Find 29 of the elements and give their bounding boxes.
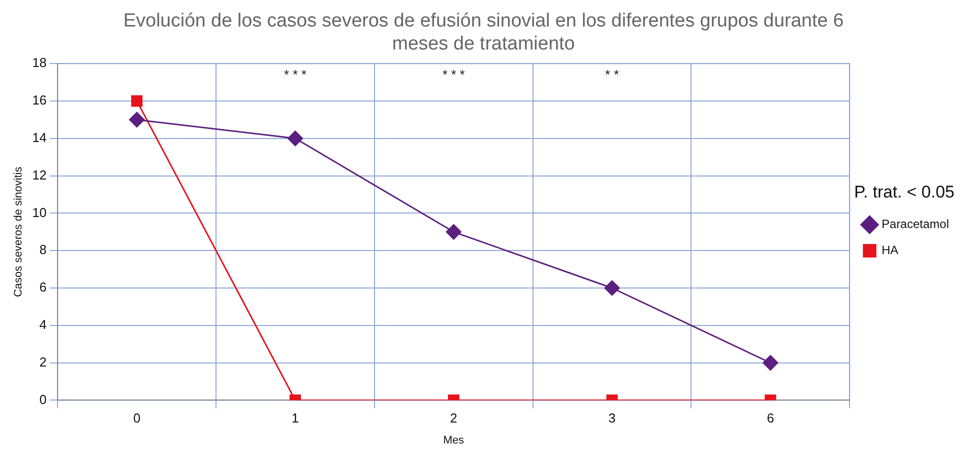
y-tick-label: 0	[39, 392, 47, 407]
y-tick-label: 2	[39, 354, 47, 370]
point	[288, 130, 304, 146]
annotation: * * *	[442, 67, 465, 82]
y-tick-label: 8	[39, 242, 47, 258]
point	[131, 95, 143, 107]
x-tick-label: 2	[450, 410, 458, 426]
legend-label: HA	[882, 243, 898, 258]
x-axis-title: Mes	[443, 434, 465, 446]
point	[446, 224, 462, 240]
x-tick-label: 3	[608, 410, 616, 426]
point	[129, 112, 145, 128]
legend-label: Paracetamol	[882, 217, 950, 232]
x-tick-label: 1	[292, 410, 299, 426]
x-tick-label: 6	[766, 410, 774, 426]
y-tick-label: 12	[32, 167, 47, 182]
point	[604, 280, 620, 296]
legend-title: P. trat. < 0.05	[854, 182, 954, 202]
y-tick-label: 16	[32, 92, 47, 108]
y-tick-label: 4	[39, 316, 47, 332]
x-tick-label: 0	[133, 410, 140, 426]
y-tick-label: 14	[32, 130, 47, 145]
y-tick-label: 18	[32, 55, 47, 70]
y-tick-label: 10	[32, 204, 47, 220]
y-axis-title: Casos severos de sinovitis	[12, 166, 25, 298]
y-tick-label: 6	[39, 280, 47, 295]
chart-title: Evolución de los casos severos de efusión sinovial en los diferentes grupos durante 6 meses de tratamiento	[123, 10, 844, 54]
annotation: * * *	[284, 67, 306, 82]
annotation: * *	[605, 67, 619, 82]
